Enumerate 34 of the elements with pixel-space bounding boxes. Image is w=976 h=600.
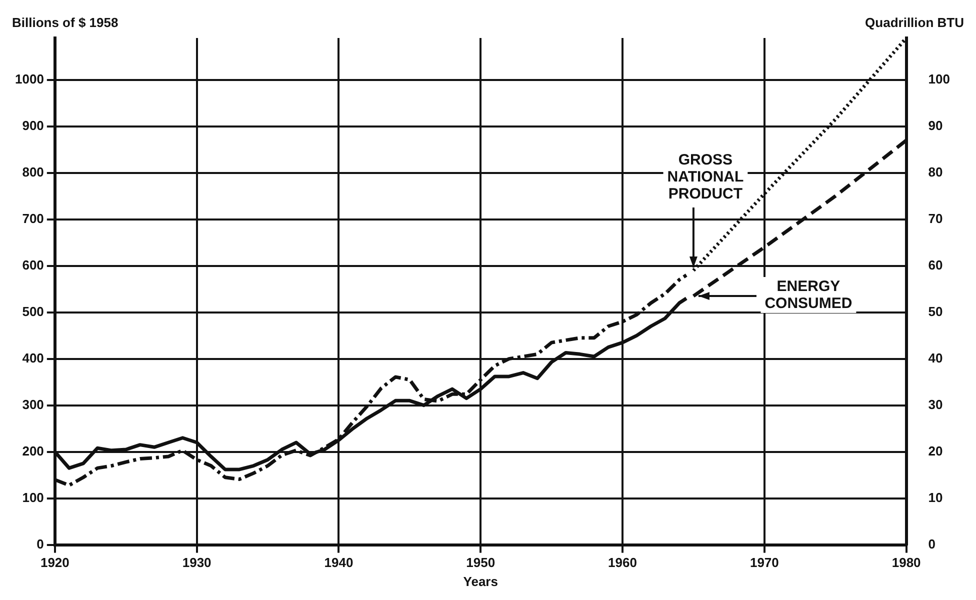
annotation: GROSS NATIONAL PRODUCT xyxy=(667,152,744,203)
y-tick-label: 400 xyxy=(22,350,44,366)
y2-tick-label: 80 xyxy=(928,164,943,180)
y-tick-label: 300 xyxy=(22,396,44,412)
y-tick-label: 900 xyxy=(22,118,44,133)
x-axis-title: Years xyxy=(463,574,498,589)
y-tick-label: 500 xyxy=(22,304,44,319)
y-tick-label: 200 xyxy=(22,443,44,458)
y-tick-label: 1000 xyxy=(15,71,44,86)
x-tick-label: 1980 xyxy=(892,555,921,570)
y2-tick-label: 60 xyxy=(928,257,943,272)
x-tick-label: 1970 xyxy=(750,555,779,570)
x-tick-label: 1930 xyxy=(182,555,212,570)
y2-tick-label: 70 xyxy=(928,210,943,226)
y-tick-label: 700 xyxy=(22,210,44,226)
y2-tick-label: 20 xyxy=(928,443,943,458)
y2-tick-label: 100 xyxy=(928,71,950,86)
x-tick-label: 1960 xyxy=(608,555,637,570)
y2-tick-label: 0 xyxy=(928,536,936,552)
y2-tick-label: 10 xyxy=(928,490,943,505)
y2-tick-label: 50 xyxy=(928,304,943,319)
y2-tick-label: 30 xyxy=(928,396,943,412)
annotation: ENERGY CONSUMED xyxy=(764,278,852,312)
y-axis-title: Billions of $ 1958 xyxy=(12,15,118,30)
y-tick-label: 0 xyxy=(36,536,44,552)
y-tick-label: 600 xyxy=(22,257,44,272)
x-tick-label: 1940 xyxy=(324,555,354,570)
y-tick-label: 100 xyxy=(22,490,44,505)
y2-axis-title: Quadrillion BTU xyxy=(865,15,964,30)
x-tick-label: 1950 xyxy=(466,555,496,570)
y2-tick-label: 40 xyxy=(928,350,943,366)
x-tick-label: 1920 xyxy=(40,555,70,570)
y2-tick-label: 90 xyxy=(928,118,943,133)
y-tick-label: 800 xyxy=(22,164,44,180)
